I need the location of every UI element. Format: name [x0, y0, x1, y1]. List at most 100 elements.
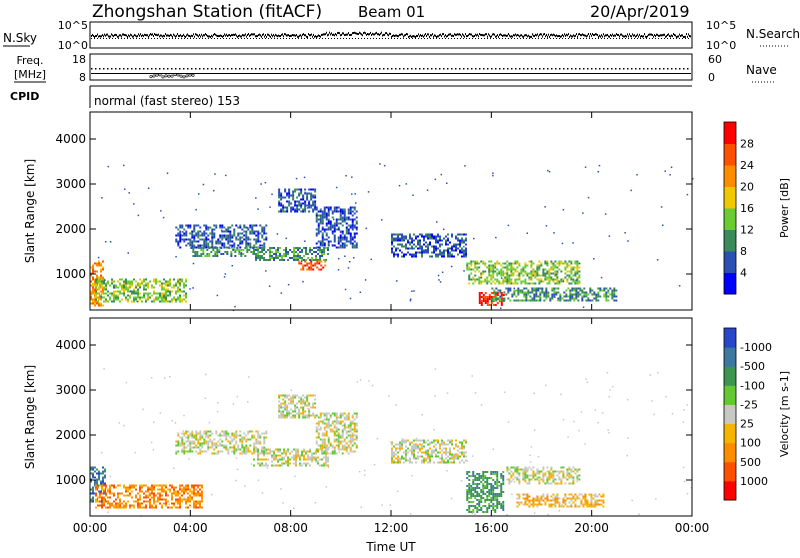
- sky-sample: [246, 36, 247, 38]
- search-sample: [133, 38, 134, 39]
- velocity-scatter-point: [389, 504, 391, 506]
- nave-sample: [212, 73, 213, 74]
- nave-sample: [233, 73, 234, 74]
- velocity-scatter-point: [472, 455, 474, 457]
- freq-sample: [367, 68, 369, 70]
- power-scatter-point: [446, 182, 448, 184]
- nave-sample: [148, 73, 149, 74]
- nave-sample: [376, 73, 377, 74]
- freq-sample: [103, 68, 105, 70]
- sky-sample: [635, 36, 636, 38]
- search-sample: [571, 38, 572, 39]
- nave-sample: [250, 73, 251, 74]
- sky-sample: [116, 34, 117, 36]
- nave-sample: [128, 73, 129, 74]
- sky-sample: [605, 34, 606, 36]
- search-sample: [370, 38, 371, 39]
- search-sample: [313, 38, 314, 39]
- search-sample: [160, 38, 161, 39]
- velocity-scatter-point: [235, 480, 237, 482]
- nave-sample: [440, 73, 441, 74]
- sky-sample: [255, 35, 256, 37]
- sky-sample: [446, 36, 447, 38]
- nave-sample: [635, 73, 636, 74]
- nave-sample: [236, 73, 237, 74]
- power-scatter-point: [338, 269, 340, 271]
- power-scatter-point: [500, 307, 502, 309]
- sky-sample: [356, 33, 357, 35]
- search-sample: [295, 38, 296, 39]
- sky-sample: [285, 33, 286, 35]
- nave-sample: [149, 73, 150, 74]
- sky-sample: [284, 33, 285, 35]
- power-scatter-point: [366, 228, 368, 230]
- power-scatter-point: [217, 295, 219, 297]
- search-sample: [220, 38, 221, 39]
- sky-sample: [531, 36, 532, 38]
- sky-sample: [264, 36, 265, 38]
- sky-sample: [685, 36, 686, 38]
- power-scatter-point: [332, 244, 334, 246]
- search-sample: [643, 38, 644, 39]
- nave-sample: [217, 73, 218, 74]
- nave-sample: [108, 73, 109, 74]
- sky-sample: [648, 34, 649, 36]
- nave-sample: [587, 73, 588, 74]
- freq-sample: [311, 68, 313, 70]
- search-sample: [226, 38, 227, 39]
- nave-sample: [424, 73, 425, 74]
- search-sample: [334, 38, 335, 39]
- sky-sample: [441, 35, 442, 37]
- sky-sample: [261, 36, 262, 38]
- sky-sample: [629, 33, 630, 35]
- search-sample: [145, 38, 146, 39]
- freq-sample: [619, 68, 621, 70]
- sky-sample: [452, 35, 453, 37]
- nave-sample: [602, 73, 603, 74]
- nave-sample: [555, 73, 556, 74]
- sky-sample: [102, 34, 103, 36]
- sky-sample: [682, 34, 683, 36]
- nave-sample: [336, 73, 337, 74]
- search-sample: [451, 38, 452, 39]
- power-scatter-point: [100, 296, 102, 298]
- nave-sample: [278, 73, 279, 74]
- nave-sample: [396, 73, 397, 74]
- sky-sample: [249, 35, 250, 37]
- power-scatter-point: [137, 301, 139, 303]
- nave-sample: [209, 73, 210, 74]
- search-sample: [124, 38, 125, 39]
- nave-sample: [436, 73, 437, 74]
- nave-sample: [219, 73, 220, 74]
- nave-sample: [107, 73, 108, 74]
- sky-sample: [387, 34, 388, 36]
- sky-sample: [176, 35, 177, 37]
- x-axis-title: Time UT: [365, 540, 416, 554]
- sky-sample: [550, 34, 551, 36]
- velocity-scatter-point: [182, 430, 184, 432]
- sky-sample: [468, 34, 469, 36]
- search-sample: [349, 38, 350, 39]
- nave-sample: [678, 73, 679, 74]
- sky-sample: [283, 35, 284, 37]
- search-sample: [439, 38, 440, 39]
- sky-sample: [200, 36, 201, 38]
- sky-sample: [380, 33, 381, 35]
- sky-sample: [177, 33, 178, 35]
- search-sample: [481, 38, 482, 39]
- power-scatter-point: [501, 277, 503, 279]
- velocity-scatter-point: [584, 443, 586, 445]
- power-scatter-point: [265, 182, 267, 184]
- search-sample: [664, 38, 665, 39]
- search-sample: [343, 38, 344, 39]
- velocity-scatter-point: [315, 502, 317, 504]
- sky-sample: [219, 35, 220, 37]
- search-sample: [181, 38, 182, 39]
- nave-sample: [293, 73, 294, 74]
- sky-sample: [638, 36, 639, 38]
- search-sample: [109, 38, 110, 39]
- nave-sample: [105, 73, 106, 74]
- freq-sample: [147, 68, 149, 70]
- velocity-scatter-point: [395, 404, 397, 406]
- power-scatter-point: [241, 252, 243, 254]
